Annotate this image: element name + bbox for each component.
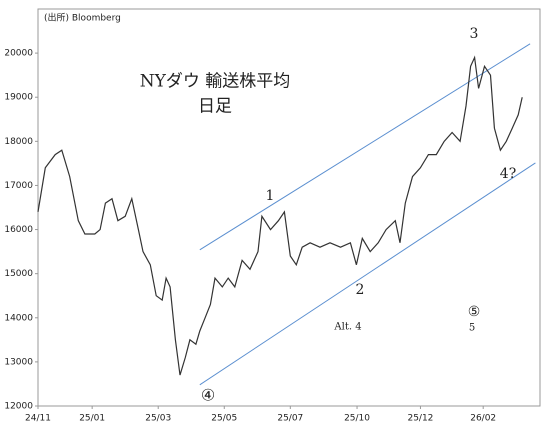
y-tick-label: 16000	[4, 225, 33, 235]
y-tick-label: 12000	[4, 402, 33, 412]
x-tick-label: 25/12	[407, 414, 433, 424]
x-tick-label: 24/11	[25, 414, 51, 424]
y-tick-label: 14000	[4, 313, 33, 323]
x-tick-label: 25/05	[211, 414, 237, 424]
x-tick-label: 25/07	[277, 414, 303, 424]
x-tick-label: 26/02	[470, 414, 496, 424]
trend-line	[199, 162, 536, 386]
wave-label: 4?	[500, 166, 516, 182]
y-tick-label: 19000	[4, 93, 33, 103]
y-tick-label: 17000	[4, 181, 33, 191]
wave-label: 5	[469, 323, 475, 334]
wave-label: ④	[201, 386, 215, 405]
wave-label: Alt. 4	[333, 322, 361, 333]
wave-label: 1	[266, 188, 275, 204]
plot-frame	[37, 8, 541, 407]
y-tick-label: 15000	[4, 269, 33, 279]
trend-line	[199, 43, 531, 251]
x-tick-label: 25/03	[145, 414, 171, 424]
price-line	[37, 55, 523, 376]
wave-label: 2	[356, 282, 365, 298]
source: (出所) Bloomberg	[44, 12, 121, 24]
y-tick-label: 20000	[4, 49, 33, 59]
x-tick-label: 25/01	[79, 414, 105, 424]
x-tick-label: 25/10	[344, 414, 370, 424]
y-tick-label: 18000	[4, 137, 33, 147]
wave-label: 3	[470, 26, 479, 42]
wave-label: ⑤	[468, 304, 481, 320]
chart-subtitle: 日足	[198, 97, 232, 117]
y-tick-label: 13000	[4, 357, 33, 367]
chart-title: NYダウ 輸送株平均	[140, 72, 291, 92]
